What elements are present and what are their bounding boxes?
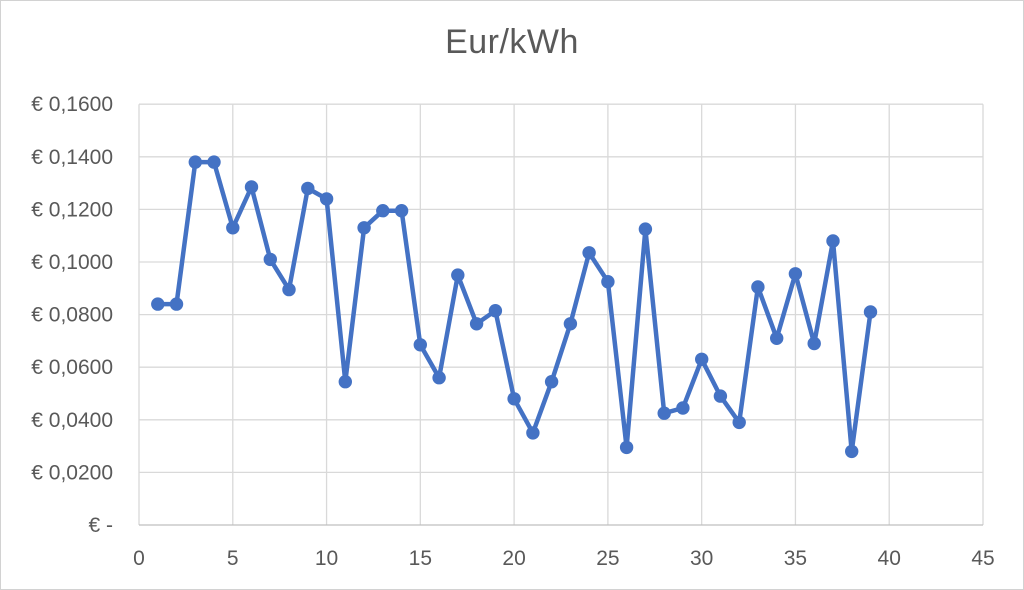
data-point-marker — [845, 444, 859, 459]
data-point-marker — [563, 317, 578, 331]
x-axis-label: 0 — [133, 547, 145, 570]
data-point-marker — [751, 280, 765, 294]
data-point-marker — [394, 204, 409, 218]
data-point-marker — [319, 192, 334, 206]
data-point-marker — [732, 415, 746, 430]
x-axis-label: 30 — [690, 547, 713, 570]
data-point-marker — [526, 426, 540, 440]
data-point-marker — [244, 180, 259, 194]
data-point-marker — [807, 336, 821, 351]
data-point-marker — [188, 155, 202, 169]
y-axis-label: € 0,0200 — [31, 461, 113, 484]
x-axis-label: 10 — [315, 547, 338, 570]
data-point-marker — [619, 440, 634, 455]
data-point-marker — [770, 331, 784, 345]
y-axis-label: € 0,1600 — [31, 93, 113, 116]
data-point-marker — [657, 406, 671, 420]
chart-title: Eur/kWh — [445, 23, 579, 61]
x-axis-label: 35 — [784, 547, 807, 570]
data-point-marker — [788, 267, 803, 281]
data-point-marker — [376, 204, 390, 218]
y-axis-label: € 0,1200 — [31, 198, 113, 221]
data-point-marker — [826, 234, 840, 248]
data-point-marker — [169, 297, 184, 311]
data-point-marker — [263, 252, 277, 267]
data-point-marker — [582, 246, 596, 260]
data-point-marker — [151, 297, 165, 311]
x-axis-label: 20 — [502, 547, 525, 570]
data-point-marker — [676, 401, 690, 415]
y-axis-label: € - — [88, 514, 113, 537]
y-axis-label: € 0,0600 — [31, 356, 113, 379]
data-point-marker — [601, 275, 615, 289]
x-axis-label: 45 — [971, 547, 994, 570]
y-axis-label: € 0,0400 — [31, 409, 113, 432]
data-point-marker — [638, 222, 653, 236]
y-axis-label: € 0,0800 — [31, 304, 113, 327]
data-point-marker — [357, 221, 371, 235]
x-axis-label: 15 — [409, 547, 432, 570]
data-point-marker — [695, 352, 709, 366]
data-point-marker — [469, 317, 484, 331]
data-point-marker — [713, 389, 728, 403]
data-point-marker — [544, 375, 559, 389]
x-axis-label: 40 — [878, 547, 901, 570]
data-point-marker — [413, 338, 427, 352]
x-axis-label: 25 — [596, 547, 619, 570]
data-point-marker — [451, 268, 465, 282]
data-point-marker — [338, 375, 352, 389]
data-point-marker — [432, 371, 446, 385]
y-axis-label: € 0,1000 — [31, 251, 113, 274]
data-point-marker — [301, 181, 315, 196]
data-point-marker — [488, 304, 503, 318]
x-axis-label: 5 — [227, 547, 239, 570]
data-point-marker — [207, 155, 221, 169]
data-point-marker — [863, 305, 878, 319]
data-point-marker — [226, 221, 240, 235]
data-point-marker — [507, 392, 521, 406]
data-point-marker — [282, 282, 296, 297]
y-axis-label: € 0,1400 — [31, 146, 113, 169]
